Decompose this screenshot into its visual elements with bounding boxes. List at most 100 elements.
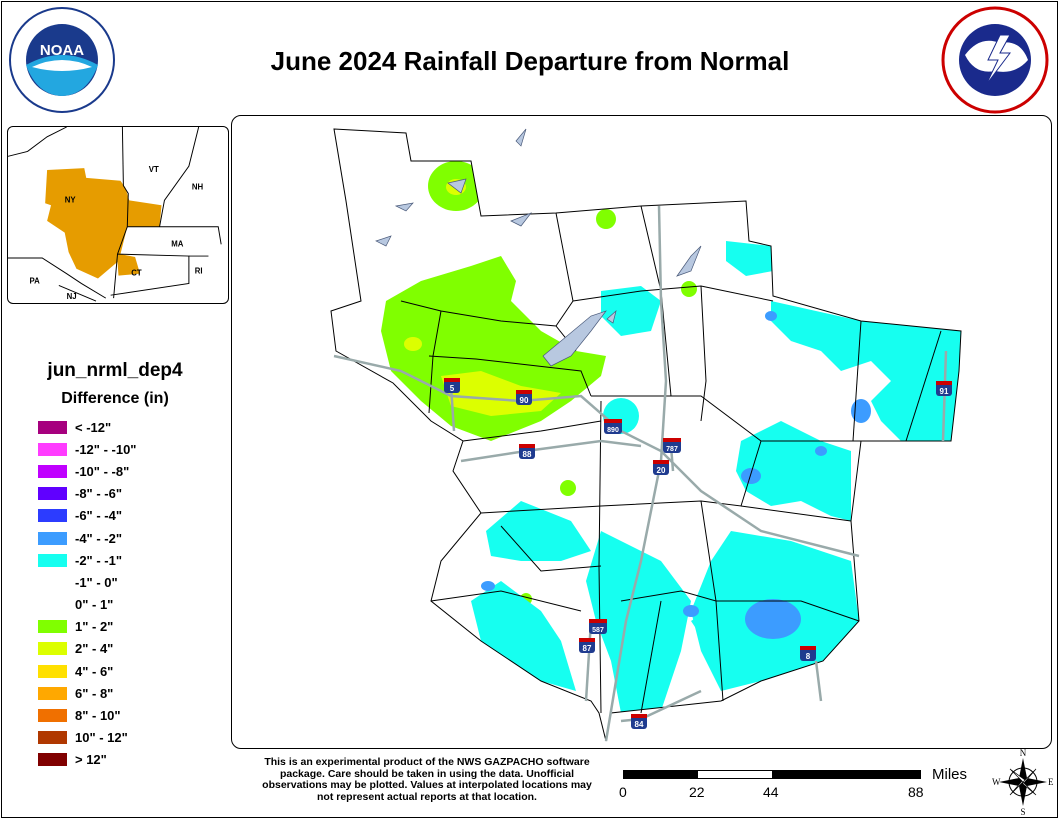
legend-swatch [38,464,67,478]
legend-label: < -12" [75,419,112,435]
legend-swatch [38,686,67,700]
shield-i8: 8 [800,646,816,661]
inset-label-ma: MA [171,239,184,248]
inset-label-ct: CT [131,269,142,278]
inset-label-ri: RI [195,267,203,276]
legend-subtitle: Difference (in) [61,390,169,407]
compass-rose-icon: N S W E [992,748,1054,816]
legend-item: -2" - -1" [38,549,136,571]
legend-swatch [38,642,67,656]
shield-i787: 787 [663,438,681,453]
legend-label: > 12" [75,752,107,768]
svg-text:5: 5 [450,384,455,393]
svg-text:NOAA: NOAA [40,42,84,59]
svg-text:890: 890 [607,427,619,434]
legend-item: 8" - 10" [38,704,136,726]
scale-tick-44: 44 [763,784,779,800]
legend-label: -6" - -4" [75,508,122,524]
legend-label: -4" - -2" [75,530,122,546]
shield-i87: 87 [579,638,595,653]
shield-i20: 20 [653,460,669,475]
legend-item: 10" - 12" [38,727,136,749]
svg-text:E: E [1048,777,1054,787]
legend-swatch [38,487,67,501]
legend-swatch [38,420,67,434]
legend-label: -12" - -10" [75,441,137,457]
svg-text:N: N [1020,748,1027,758]
legend-label: -8" - -6" [75,486,122,502]
legend-label: -10" - -8" [75,463,130,479]
svg-text:88: 88 [523,450,532,459]
shield-i88: 88 [519,444,535,459]
legend-item: 6" - 8" [38,682,136,704]
legend-swatch [38,709,67,723]
legend-swatch [38,664,67,678]
legend-item: > 12" [38,749,136,771]
noaa-logo: NOAA [9,7,115,113]
scale-tick-88: 88 [908,784,924,800]
locator-inset-map: NY VT NH MA CT RI PA NJ [7,126,229,304]
svg-text:91: 91 [940,387,949,396]
legend-label: -1" - 0" [75,574,118,590]
inset-label-pa: PA [30,276,41,285]
legend-label: 0" - 1" [75,597,114,613]
legend-item: 1" - 2" [38,616,136,638]
svg-text:787: 787 [666,446,678,453]
svg-text:8: 8 [806,652,811,661]
legend-item: 0" - 1" [38,594,136,616]
nws-logo [941,6,1049,114]
legend-item: 2" - 4" [38,638,136,660]
svg-text:S: S [1020,807,1025,816]
legend-swatch [38,731,67,745]
legend-swatch [38,598,67,612]
scale-tick-22: 22 [689,784,705,800]
svg-text:87: 87 [583,644,592,653]
legend-swatch [38,575,67,589]
legend-item: -6" - -4" [38,505,136,527]
legend-label: 6" - 8" [75,685,114,701]
svg-text:90: 90 [520,396,529,405]
svg-text:20: 20 [657,466,666,475]
legend-label: 4" - 6" [75,663,114,679]
inset-label-nj: NJ [67,292,77,301]
svg-text:84: 84 [635,720,644,729]
main-map[interactable]: 5 90 890 787 20 88 91 587 87 84 8 [231,115,1052,749]
legend-item: -12" - -10" [38,438,136,460]
legend-swatch [38,442,67,456]
legend-item: -1" - 0" [38,571,136,593]
svg-text:587: 587 [592,627,604,634]
legend-swatch [38,620,67,634]
highway-shields: 5 90 890 787 20 88 91 587 87 84 8 [444,378,952,729]
highlighted-region [45,168,162,279]
scale-unit: Miles [932,766,968,783]
legend-label: 2" - 4" [75,641,114,657]
water-bodies [375,128,702,367]
legend-item: -10" - -8" [38,460,136,482]
legend-swatch [38,531,67,545]
disclaimer-text: This is an experimental product of the N… [262,756,592,803]
legend-title: jun_nrml_dep4 [47,360,183,381]
legend-item: 4" - 6" [38,660,136,682]
legend-swatch [38,509,67,523]
legend-label: 10" - 12" [75,730,128,746]
legend: < -12" -12" - -10" -10" - -8" -8" - -6" -6" … [38,416,136,771]
shield-i587: 587 [589,619,607,634]
shield-i84: 84 [631,714,647,729]
legend-swatch [38,553,67,567]
county-boundaries [330,128,962,742]
shield-i5: 5 [444,378,460,393]
rainfall-departure-field [331,129,961,741]
legend-label: -2" - -1" [75,552,122,568]
shield-i90: 90 [516,390,532,405]
page-title: June 2024 Rainfall Departure from Normal [270,46,790,76]
legend-label: 1" - 2" [75,619,114,635]
scale-tick-0: 0 [619,784,627,800]
inset-label-vt: VT [149,165,159,174]
legend-item: -4" - -2" [38,527,136,549]
legend-label: 8" - 10" [75,708,121,724]
shield-i91: 91 [936,381,952,396]
scale-bar [623,770,921,779]
legend-item: < -12" [38,416,136,438]
inset-label-ny: NY [65,195,77,204]
